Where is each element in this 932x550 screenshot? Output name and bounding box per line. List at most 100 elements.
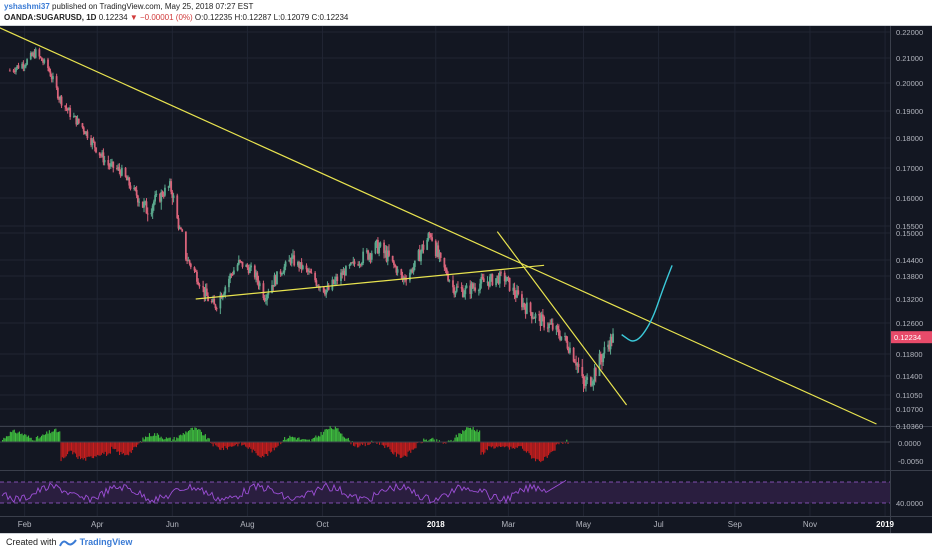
macd-bar [511, 442, 513, 449]
candle-body [300, 262, 303, 269]
candle-body [522, 303, 525, 308]
macd-bar [51, 431, 53, 442]
macd-bar [303, 439, 305, 442]
candle-body [565, 335, 568, 342]
candle-body [612, 333, 614, 343]
macd-bar [182, 433, 184, 442]
candle-body [516, 290, 518, 298]
candle-body [506, 277, 509, 281]
macd-bar [21, 433, 23, 442]
macd-bar [265, 442, 267, 455]
macd-bar [37, 435, 39, 442]
macd-bar [122, 442, 124, 454]
macd-bar [64, 442, 66, 458]
macd-bar [120, 442, 122, 452]
macd-bar [306, 439, 308, 442]
candle-body [352, 261, 355, 263]
macd-bar [436, 439, 438, 442]
macd-bar [72, 442, 74, 455]
macd-bar [115, 442, 117, 449]
macd-bar [263, 442, 265, 458]
macd-bar [293, 437, 295, 442]
candle-body [589, 377, 592, 386]
macd-bar [96, 442, 98, 455]
candle-body [342, 270, 345, 275]
candle-body [391, 255, 394, 262]
macd-bar [359, 442, 361, 446]
author-link[interactable]: yshashmi37 [4, 2, 50, 11]
macd-bar [347, 437, 349, 442]
candle-body [556, 325, 559, 330]
candle-body [95, 147, 97, 153]
macd-bar [59, 431, 61, 442]
candle-body [598, 353, 601, 377]
candle-body [32, 52, 35, 56]
macd-bar [151, 436, 153, 442]
macd-bar [185, 431, 187, 442]
chart-area[interactable]: 0.22000 0.21000 0.20000 0.19000 0.18000 0.170… [0, 26, 932, 533]
candle-body [171, 191, 174, 198]
macd-bar [234, 442, 236, 446]
candle-body [159, 193, 161, 202]
time-tick-label: Sep [728, 520, 743, 529]
macd-bar [219, 442, 221, 450]
last-price-text: 0.12234 [894, 333, 921, 342]
macd-bar [46, 431, 48, 442]
price-candles [8, 47, 614, 393]
macd-bar [13, 429, 15, 442]
macd-bar [372, 442, 374, 444]
macd-bar [551, 442, 553, 452]
candle-body [296, 262, 299, 266]
tradingview-logo-icon [59, 539, 77, 547]
candle-body [500, 272, 502, 274]
candle-body [283, 266, 286, 273]
macd-bar [215, 442, 217, 446]
macd-bar [154, 433, 156, 442]
projection-line [621, 265, 673, 342]
macd-bar [333, 429, 335, 442]
macd-bar [492, 442, 494, 447]
candle-body [541, 314, 544, 317]
candle-body [410, 269, 413, 273]
macd-bar [180, 434, 182, 442]
macd-bar [69, 442, 71, 451]
candle-body [267, 292, 270, 295]
price-axis[interactable]: 0.22000 0.21000 0.20000 0.19000 0.18000 0.170… [896, 28, 923, 508]
candle-body [340, 272, 342, 282]
candle-body [469, 285, 472, 294]
macd-bar [18, 431, 20, 442]
macd-bar [567, 442, 569, 444]
candle-body [610, 336, 613, 343]
candle-body [594, 368, 597, 377]
macd-bar [371, 440, 373, 442]
macd-bar [398, 442, 400, 455]
tradingview-brand[interactable]: TradingView [79, 537, 133, 547]
candle-body [586, 377, 589, 380]
candle-body [151, 205, 154, 213]
macd-bar [255, 442, 257, 454]
trendlines[interactable] [0, 27, 877, 425]
macd-bar [220, 442, 222, 451]
candle-body [288, 259, 291, 262]
price-tick-label: 0.15500 [896, 222, 923, 231]
macd-bar [332, 429, 334, 442]
candle-body [119, 170, 122, 176]
macd-bar [78, 442, 80, 457]
macd-bar [7, 436, 9, 442]
macd-bar [546, 442, 548, 458]
candle-body [76, 118, 79, 125]
candle-body [603, 347, 606, 354]
macd-bar [411, 442, 413, 450]
candle-body [301, 265, 304, 269]
macd-bar [363, 442, 365, 444]
macd-bar [450, 439, 452, 442]
macd-bar [8, 435, 10, 442]
candle-body [86, 131, 89, 139]
candle-body [495, 278, 497, 286]
macd-bar [147, 436, 149, 442]
candle-body [479, 283, 481, 291]
macd-bar [315, 435, 317, 442]
time-axis[interactable]: Feb Apr Jun Aug Oct 2018 Mar May Jul Sep Nov 2019 [18, 520, 895, 529]
macd-bar [522, 442, 524, 449]
macd-bar [457, 437, 459, 442]
